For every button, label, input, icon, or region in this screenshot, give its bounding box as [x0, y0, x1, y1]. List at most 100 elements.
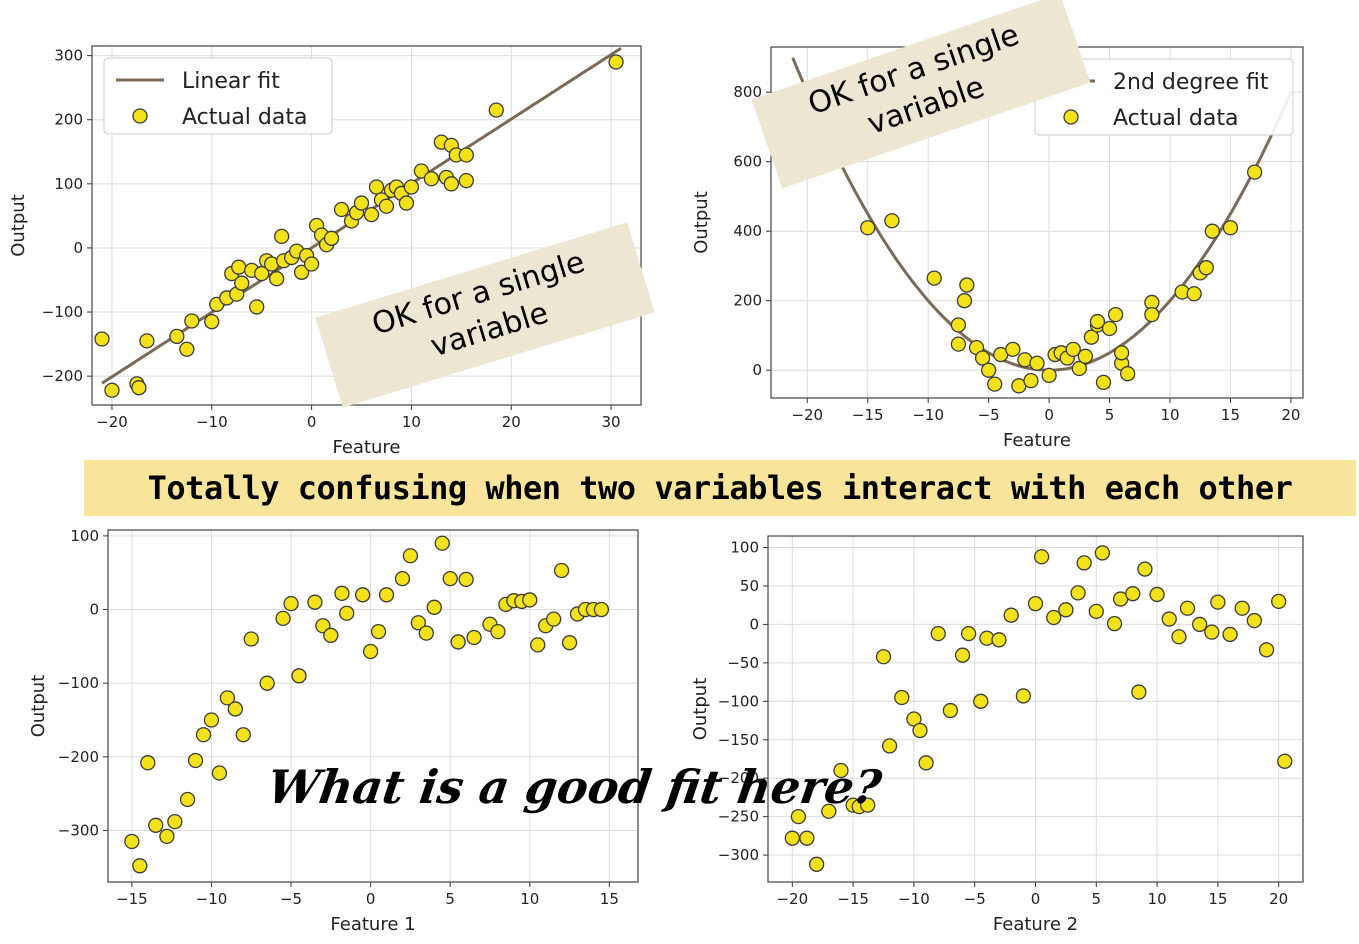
data-point	[1106, 616, 1123, 632]
data-point	[1222, 220, 1239, 236]
data-point	[1277, 753, 1293, 769]
chart-p4: −20 −15 −10 −5 0 5 10 15 20−300−250−200−150−100−…	[690, 535, 1304, 935]
data-point	[204, 314, 220, 330]
x-tick-label: −15	[116, 890, 148, 908]
data-point	[227, 701, 243, 717]
data-point	[1179, 600, 1196, 616]
data-point	[179, 791, 196, 808]
legend-label: Actual data	[182, 105, 307, 130]
y-axis-label: Output	[691, 191, 712, 254]
x-tick-label: 5	[445, 890, 455, 908]
data-point	[1003, 607, 1019, 623]
data-point	[875, 649, 892, 665]
data-point	[394, 570, 411, 587]
data-point	[1234, 600, 1250, 616]
data-point	[1015, 688, 1031, 704]
data-point	[234, 275, 250, 291]
data-point	[167, 813, 183, 830]
data-point	[293, 264, 310, 280]
data-point	[235, 727, 251, 743]
data-point	[275, 610, 291, 627]
data-point	[1258, 642, 1275, 658]
data-point	[561, 635, 578, 651]
data-point	[458, 147, 474, 163]
x-tick-label: −15	[852, 406, 884, 424]
data-point	[418, 625, 434, 641]
data-point	[148, 817, 164, 833]
data-point	[1113, 345, 1130, 361]
data-point	[203, 712, 220, 728]
x-tick-label: −10	[912, 406, 944, 424]
x-tick-label: 30	[602, 413, 621, 431]
data-point	[1089, 313, 1106, 330]
data-point	[1058, 602, 1074, 618]
data-point	[363, 206, 380, 223]
data-point	[333, 201, 350, 218]
data-point	[912, 722, 928, 739]
data-point	[466, 629, 482, 646]
y-tick-label: −50	[727, 654, 759, 672]
data-point	[179, 341, 195, 357]
data-point	[1027, 596, 1044, 612]
data-point	[368, 179, 385, 195]
y-tick-label: −250	[718, 808, 759, 826]
data-point	[1222, 626, 1238, 643]
chart-p3: −15 −10 −5 0 5 10 15 −300 −200 −100 0 100 Feature 1 O…	[28, 527, 639, 935]
x-tick-label: −10	[196, 890, 228, 908]
y-tick-label: −100	[58, 674, 99, 692]
data-point	[423, 171, 440, 187]
y-axis-label: Output	[8, 194, 29, 257]
data-point	[1046, 609, 1062, 626]
x-tick-label: 5	[1105, 406, 1115, 424]
banner-title: Totally confusing when two variables int…	[147, 469, 1293, 507]
y-tick-label: −200	[42, 367, 83, 385]
data-point	[950, 336, 967, 352]
data-point	[410, 615, 427, 631]
data-point	[1191, 616, 1208, 633]
question-annotation: What is a good fit here?	[264, 760, 885, 814]
data-point	[1198, 260, 1214, 276]
x-tick-label: 20	[1269, 890, 1288, 908]
data-point	[1107, 306, 1124, 323]
data-point	[987, 376, 1003, 392]
y-tick-label: 100	[730, 539, 759, 557]
data-point	[211, 765, 228, 781]
data-point	[370, 623, 387, 640]
x-tick-label: −15	[837, 890, 869, 908]
data-point	[403, 179, 420, 195]
data-point	[799, 830, 815, 846]
data-point	[353, 195, 370, 211]
data-point	[1131, 684, 1147, 700]
legend-point-swatch	[1063, 109, 1079, 125]
data-point	[608, 54, 624, 70]
data-point	[291, 668, 307, 684]
data-point	[169, 328, 185, 345]
data-point	[960, 625, 977, 642]
data-point	[881, 738, 898, 754]
data-point	[231, 259, 247, 275]
data-point	[1210, 594, 1226, 610]
x-tick-label: 10	[520, 890, 539, 908]
data-point	[1246, 164, 1263, 180]
y-tick-label: 600	[733, 153, 762, 171]
y-tick-label: 0	[73, 239, 83, 257]
y-tick-label: 800	[733, 83, 762, 101]
data-point	[124, 833, 140, 850]
data-point	[1271, 593, 1287, 610]
data-point	[334, 585, 350, 601]
data-point	[974, 350, 991, 366]
data-point	[1094, 545, 1111, 561]
x-axis-label: Feature	[1003, 430, 1071, 451]
data-point	[1149, 586, 1165, 603]
data-point	[1095, 374, 1112, 391]
data-point	[930, 625, 946, 642]
data-point	[1005, 341, 1021, 357]
y-axis-label: Output	[690, 678, 711, 741]
data-point	[1161, 611, 1177, 627]
legend: 2nd degree fit Actual data	[1034, 58, 1294, 136]
data-point	[593, 601, 610, 618]
data-point	[488, 102, 504, 118]
y-tick-label: 100	[70, 527, 99, 545]
data-point	[1076, 555, 1092, 571]
